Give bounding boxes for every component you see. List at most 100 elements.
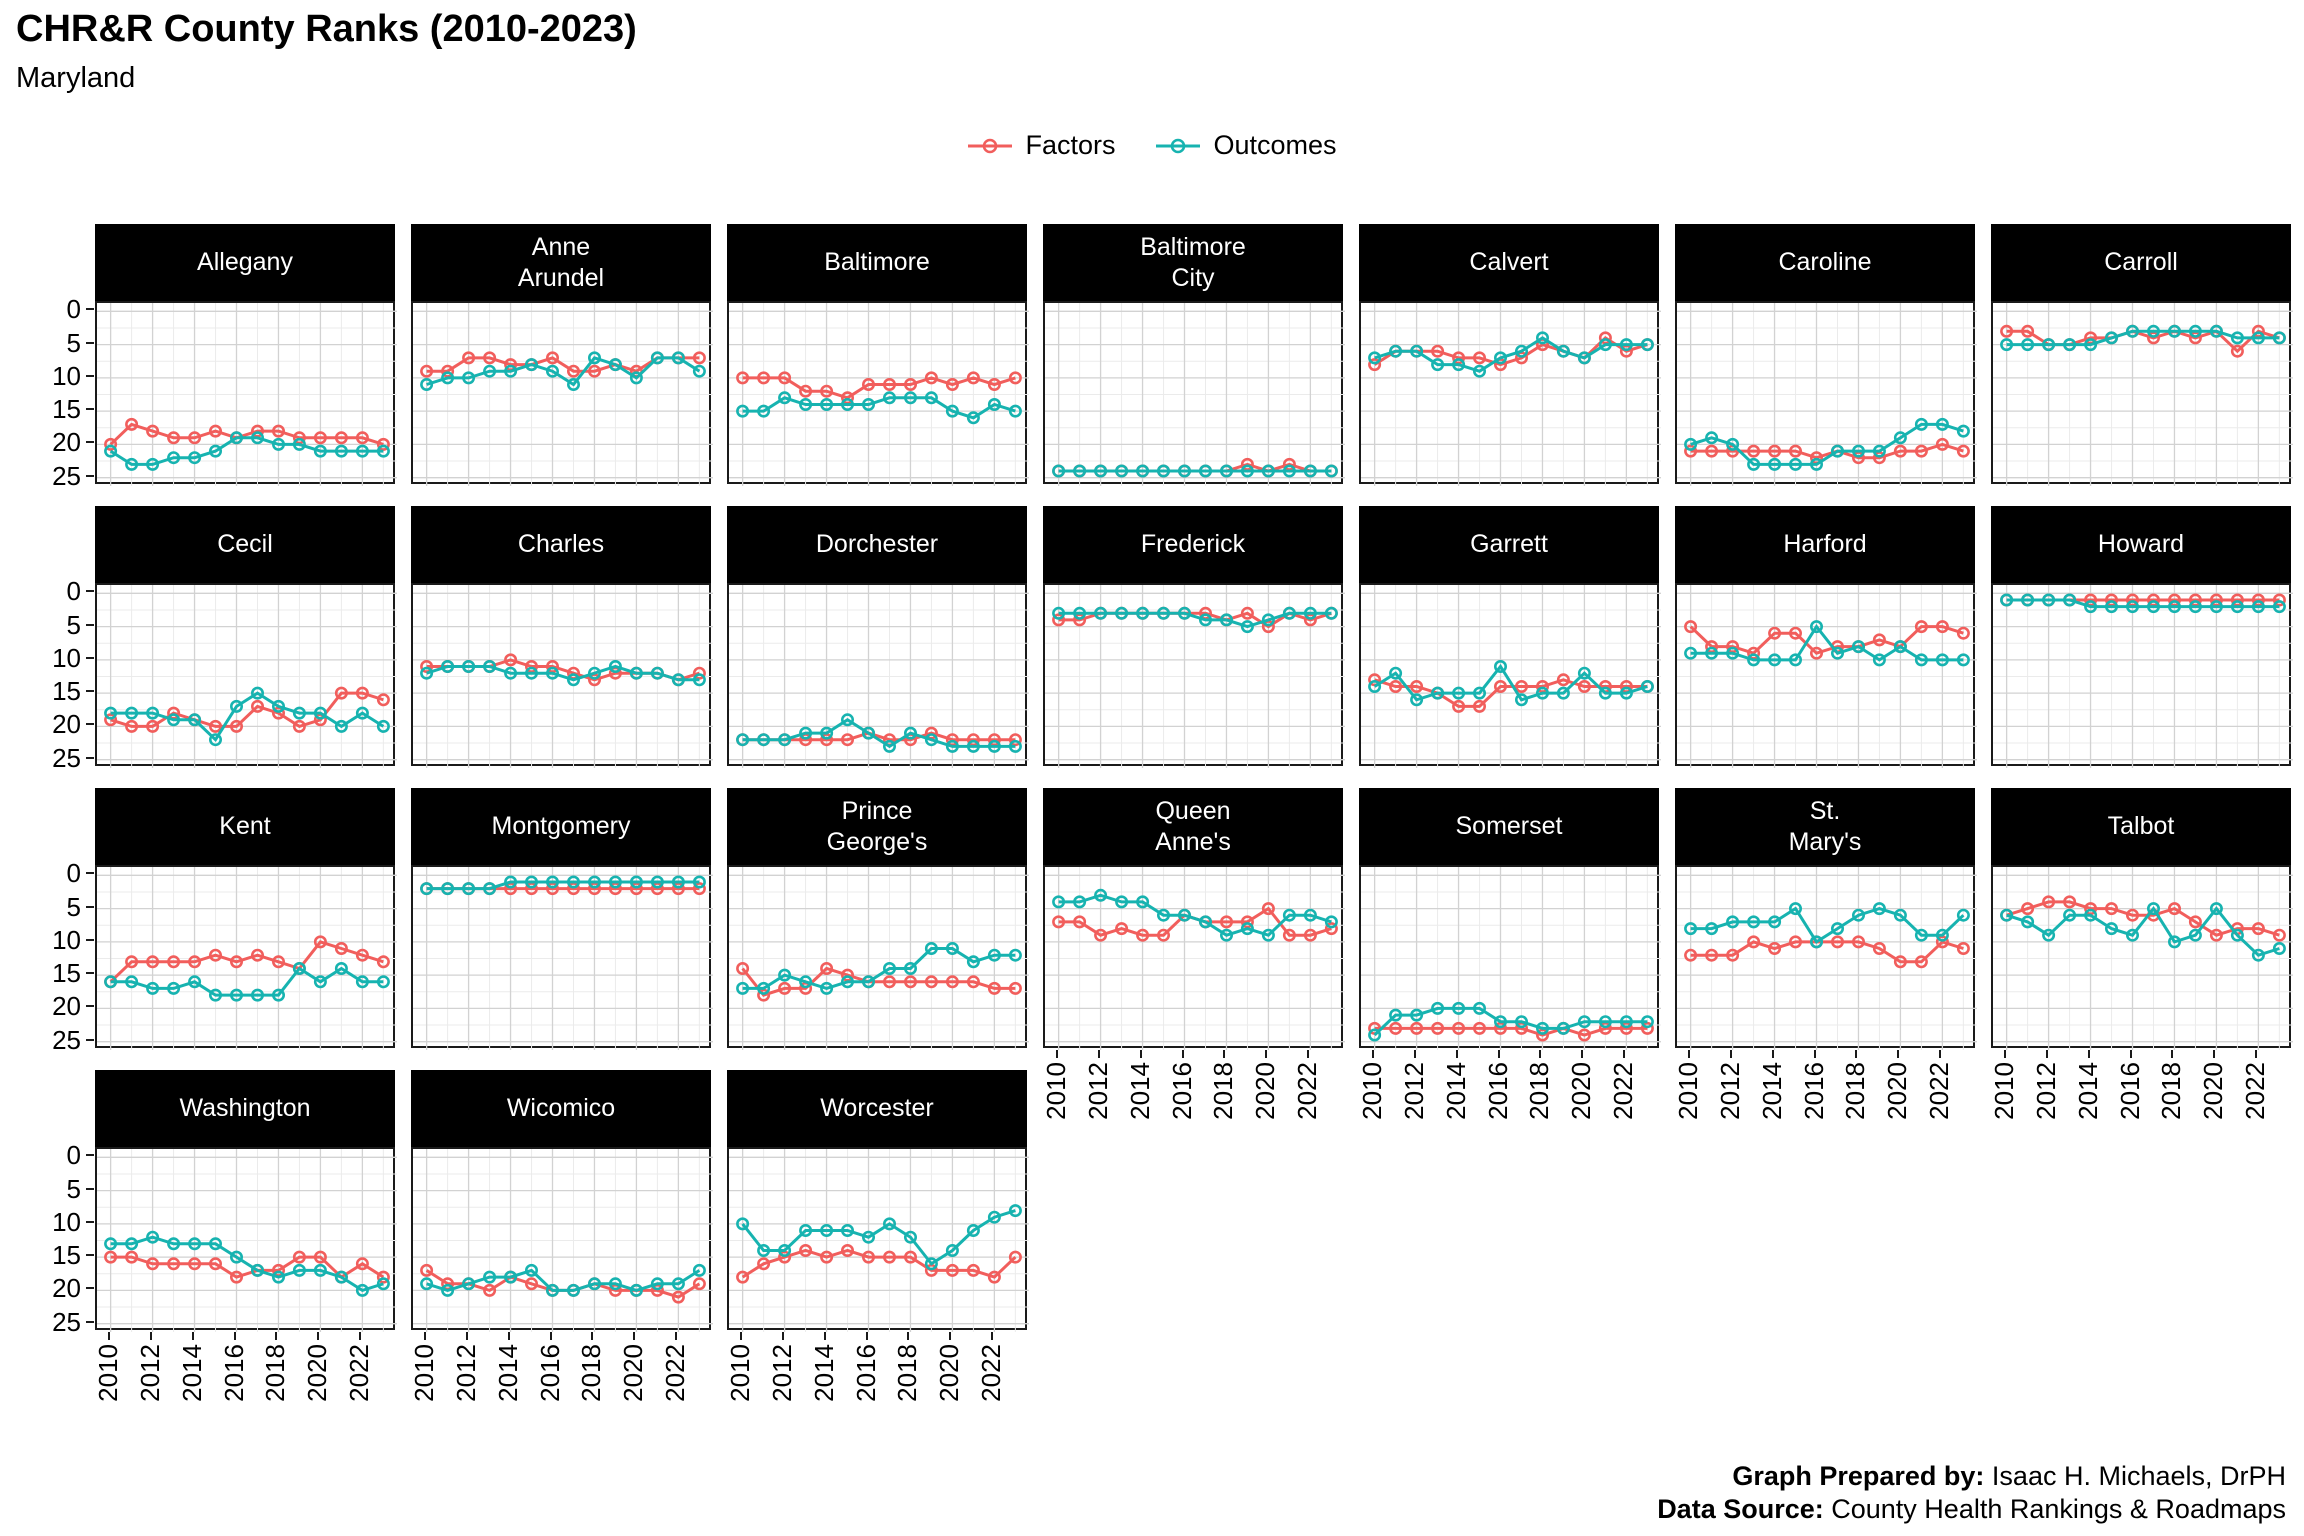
x-axis-label: 2012 xyxy=(1714,1062,1745,1120)
x-axis-tick xyxy=(1139,1050,1142,1058)
factors-point xyxy=(1473,1021,1487,1035)
factors-point xyxy=(1389,680,1403,694)
x-axis-tick xyxy=(675,1332,678,1340)
outcomes-point xyxy=(462,882,476,896)
x-axis-tick xyxy=(2087,1050,2090,1058)
y-axis-label: 20 xyxy=(52,427,81,458)
facet-panel-anne-arundel xyxy=(411,301,713,486)
outcomes-point xyxy=(1073,464,1087,478)
footer-data-source-label: Data Source: xyxy=(1657,1494,1824,1524)
y-axis-label: 15 xyxy=(52,394,81,425)
outcomes-point xyxy=(146,706,160,720)
y-axis-label: 20 xyxy=(52,709,81,740)
outcomes-point xyxy=(1220,613,1234,627)
outcomes-point xyxy=(1768,457,1782,471)
factors-point xyxy=(104,1250,118,1264)
outcomes-line xyxy=(110,1235,384,1293)
facet-panel-calvert xyxy=(1359,301,1661,486)
y-axis-label: 10 xyxy=(52,1206,81,1237)
outcomes-point xyxy=(2168,324,2182,338)
facet-strip-label: Wicomico xyxy=(506,1094,616,1122)
facet-strip-carroll: Carroll xyxy=(1991,224,2291,301)
facet-strip-label: Charles xyxy=(517,530,605,558)
facet-panel-montgomery xyxy=(411,865,713,1050)
factors-point xyxy=(504,653,518,667)
outcomes-point xyxy=(251,988,265,1002)
outcomes-point xyxy=(692,1263,706,1277)
factors-point xyxy=(272,955,286,969)
y-axis-tick xyxy=(86,1287,94,1290)
factors-point xyxy=(671,1290,685,1304)
facet-strip-label: Somerset xyxy=(1455,812,1563,840)
facet-strip-label: Prince xyxy=(841,796,913,825)
y-axis-label: 20 xyxy=(52,991,81,1022)
outcomes-point xyxy=(1094,606,1108,620)
x-axis-tick xyxy=(2045,1050,2048,1058)
outcomes-point xyxy=(313,444,327,458)
factors-point xyxy=(125,719,139,733)
county-plot-kent xyxy=(97,867,397,1050)
outcomes-point xyxy=(1410,1008,1424,1022)
factors-point xyxy=(1052,915,1066,929)
factors-point xyxy=(1705,444,1719,458)
outcomes-point xyxy=(736,1217,750,1231)
x-axis-label: 2020 xyxy=(934,1344,965,1402)
outcomes-point xyxy=(1556,686,1570,700)
factors-point xyxy=(862,378,876,392)
y-axis-label: 5 xyxy=(66,609,81,640)
outcomes-point xyxy=(146,457,160,471)
factors-point xyxy=(883,1250,897,1264)
outcomes-point xyxy=(2105,600,2119,614)
facet-strip-baltimore: Baltimore xyxy=(727,224,1027,301)
y-axis-label: 0 xyxy=(66,576,81,607)
outcomes-point xyxy=(1178,606,1192,620)
outcomes-point xyxy=(1577,1015,1591,1029)
outcomes-point xyxy=(567,673,581,687)
outcomes-point xyxy=(1684,922,1698,936)
x-axis-label: 2012 xyxy=(1398,1062,1429,1120)
x-axis-label: 2022 xyxy=(660,1344,691,1402)
outcomes-point xyxy=(2021,915,2035,929)
page-subtitle: Maryland xyxy=(16,62,136,94)
factors-point xyxy=(1684,948,1698,962)
outcomes-point xyxy=(1747,457,1761,471)
factors-point xyxy=(1324,922,1338,936)
x-axis-tick xyxy=(465,1332,468,1340)
x-axis-label: 2022 xyxy=(976,1344,1007,1402)
county-plot-carroll xyxy=(1993,303,2293,486)
county-plot-montgomery xyxy=(413,867,713,1050)
outcomes-point xyxy=(1577,666,1591,680)
factors-point xyxy=(1577,680,1591,694)
factors-point xyxy=(146,1257,160,1271)
outcomes-point xyxy=(671,1277,685,1291)
outcomes-point xyxy=(2230,928,2244,942)
facet-panel-washington xyxy=(95,1147,397,1332)
factors-point xyxy=(251,948,265,962)
y-axis-tick xyxy=(86,1038,94,1041)
factors-point xyxy=(1914,620,1928,634)
legend-item-factors: Factors xyxy=(967,130,1115,161)
x-axis-tick xyxy=(1855,1050,1858,1058)
facet-panel-allegany xyxy=(95,301,397,486)
facet-panel-wicomico xyxy=(411,1147,713,1332)
factors-point xyxy=(987,981,1001,995)
factors-point xyxy=(841,968,855,982)
outcomes-point xyxy=(292,962,306,976)
outcomes-point xyxy=(1789,653,1803,667)
factors-point xyxy=(945,1263,959,1277)
county-plot-baltimore xyxy=(729,303,1029,486)
factors-point xyxy=(945,378,959,392)
county-plot-somerset xyxy=(1361,867,1661,1050)
outcomes-point xyxy=(546,875,560,889)
x-axis-tick xyxy=(1939,1050,1942,1058)
factors-line xyxy=(741,966,1016,997)
outcomes-point xyxy=(167,713,181,727)
factors-point xyxy=(1935,935,1949,949)
facet-strip-label: Garrett xyxy=(1470,530,1548,558)
outcomes-point xyxy=(1431,358,1445,372)
x-axis-label: 2018 xyxy=(892,1344,923,1402)
outcomes-point xyxy=(1872,902,1886,916)
outcomes-point xyxy=(2272,331,2286,345)
factors-line xyxy=(109,422,384,446)
